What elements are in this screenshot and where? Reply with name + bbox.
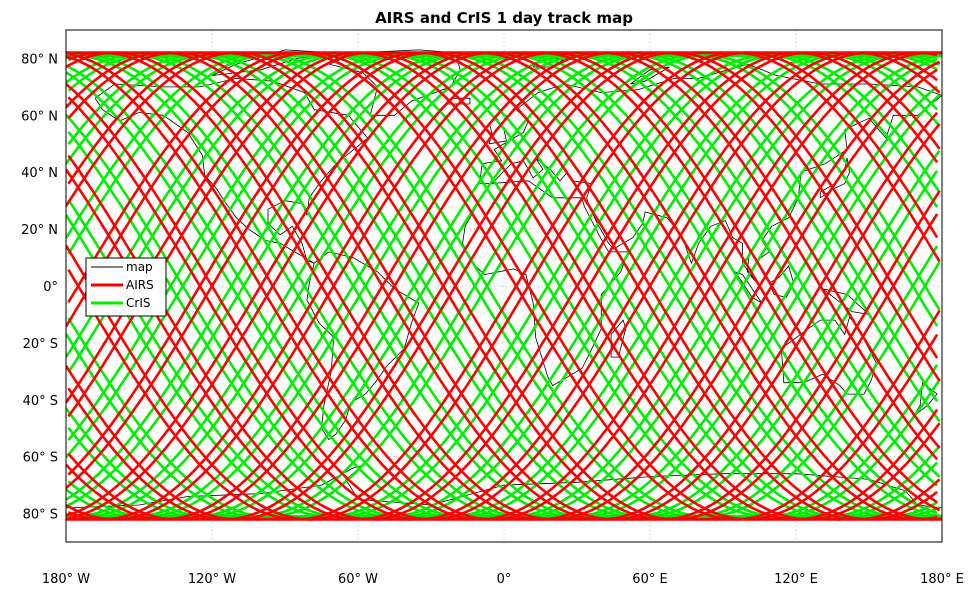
legend-box xyxy=(85,257,167,317)
coastline-new-zealand xyxy=(912,382,938,418)
x-tick-label: 60° W xyxy=(338,572,378,587)
coastline-north-america xyxy=(94,77,369,264)
y-tick-label: 80° S xyxy=(23,508,58,523)
x-tick-label: 60° E xyxy=(632,572,667,587)
y-tick-label: 20° N xyxy=(21,223,58,238)
track-cris xyxy=(67,54,941,518)
track-cris xyxy=(66,54,938,518)
legend-label-cris: CrIS xyxy=(126,296,150,310)
track-airs xyxy=(68,51,940,521)
track-cris xyxy=(66,54,938,518)
coastline-new-guinea xyxy=(822,288,871,316)
track-airs xyxy=(67,51,941,521)
coastline-japan xyxy=(819,157,850,199)
track-airs xyxy=(66,51,938,521)
y-tick-label: 40° S xyxy=(23,394,58,409)
legend: map AIRS CrIS xyxy=(85,257,167,317)
chart-title: AIRS and CrIS 1 day track map xyxy=(375,9,633,27)
legend-label-map: map xyxy=(126,260,153,274)
x-tick-label: 120° E xyxy=(774,572,818,587)
coastline-uk xyxy=(488,117,507,145)
coastline-madagascar xyxy=(610,319,627,358)
x-tick-label: 0° xyxy=(497,572,512,587)
track-airs xyxy=(66,51,939,521)
y-tick-label: 60° S xyxy=(23,451,58,466)
track-cris xyxy=(67,54,941,518)
coastline-africa xyxy=(462,180,629,387)
track-cris xyxy=(66,54,938,518)
axis-ticks: 180° W 120° W 60° W 0° 60° E 120° E 180° E 80° … xyxy=(21,52,964,587)
track-cris xyxy=(66,54,938,518)
track-airs xyxy=(67,51,941,521)
y-tick-label: 20° S xyxy=(23,337,58,352)
satellite-tracks xyxy=(66,51,942,521)
y-tick-label: 0° xyxy=(43,280,58,295)
x-tick-label: 120° W xyxy=(188,572,236,587)
plot-frame xyxy=(65,29,943,543)
track-airs xyxy=(67,51,941,521)
track-airs xyxy=(68,51,940,521)
y-tick-label: 40° N xyxy=(21,166,58,181)
y-tick-label: 60° N xyxy=(21,109,58,124)
y-tick-label: 80° N xyxy=(21,52,58,67)
x-tick-label: 180° W xyxy=(42,572,90,587)
track-airs xyxy=(66,51,939,521)
track-airs xyxy=(66,51,938,521)
legend-label-airs: AIRS xyxy=(126,278,154,292)
x-tick-label: 180° E xyxy=(920,572,964,587)
track-airs xyxy=(67,51,941,521)
